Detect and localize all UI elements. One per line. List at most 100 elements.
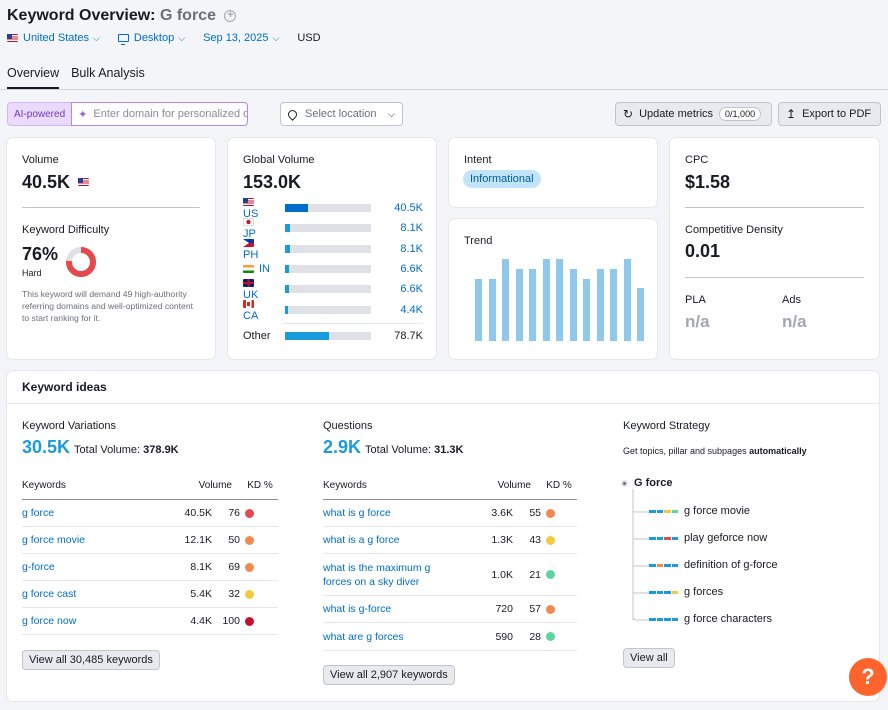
keyword-volume: 720 bbox=[495, 603, 513, 615]
gv-row-ph: PH 8.1K bbox=[243, 238, 423, 261]
device-filter[interactable]: Desktop ⌵ bbox=[117, 32, 185, 45]
pla-value: n/a bbox=[685, 312, 710, 331]
us-flag-icon bbox=[243, 198, 254, 206]
kd-donut-arc bbox=[66, 247, 96, 277]
keyword-link[interactable]: g-force bbox=[22, 561, 55, 573]
jp-flag-icon bbox=[243, 218, 254, 227]
keyword-link[interactable]: what is g-force bbox=[323, 603, 392, 615]
strategy-bar-segment bbox=[649, 536, 656, 540]
strategy-bar-segment bbox=[671, 536, 678, 540]
gv-country-in[interactable]: IN bbox=[243, 263, 271, 275]
gv-country-ph[interactable]: PH bbox=[243, 237, 271, 261]
col-kd: KD % bbox=[247, 480, 273, 491]
keyword-kd: 69 bbox=[212, 561, 258, 573]
strategy-bar-segment bbox=[656, 617, 663, 621]
kd-value: 76 bbox=[228, 507, 240, 519]
kd-value: 57 bbox=[529, 603, 541, 615]
ai-domain-group: AI-powered ✦ Enter domain for personaliz… bbox=[7, 102, 249, 126]
keyword-link[interactable]: what is the maximum g forces on a sky di… bbox=[323, 561, 431, 588]
ca-flag-icon bbox=[243, 299, 254, 308]
gv-bar-fill bbox=[285, 204, 308, 212]
export-pdf-button[interactable]: ↥ Export to PDF bbox=[778, 102, 881, 126]
view-all-variations-button[interactable]: View all 30,485 keywords bbox=[22, 650, 160, 670]
in-flag-icon bbox=[243, 264, 254, 273]
intent-label: Intent bbox=[464, 154, 492, 166]
gv-other-bar bbox=[285, 332, 371, 340]
variations-table: Keywords Volume KD % g force 40.5K 76 g for… bbox=[22, 472, 278, 635]
desktop-icon bbox=[117, 34, 129, 45]
keyword-link[interactable]: g force bbox=[22, 507, 55, 519]
variations-total-label: Total Volume: bbox=[74, 444, 141, 456]
strategy-bar-segment bbox=[649, 617, 656, 621]
keyword-volume: 40.5K bbox=[184, 507, 212, 519]
keyword-link[interactable]: what is g force bbox=[323, 507, 391, 519]
domain-input[interactable]: ✦ Enter domain for personalized data bbox=[71, 102, 249, 126]
kd-dot-icon bbox=[245, 508, 254, 518]
tab-bulk-analysis[interactable]: Bulk Analysis bbox=[71, 66, 145, 80]
strategy-item[interactable]: g forces bbox=[649, 586, 723, 598]
strategy-subtitle: Get topics, pillar and subpages bbox=[623, 446, 747, 456]
volume-value: 40.5K bbox=[22, 172, 71, 192]
keyword-link[interactable]: g force now bbox=[22, 615, 77, 627]
refresh-icon: ↻ bbox=[623, 107, 634, 121]
strategy-item[interactable]: play geforce now bbox=[649, 532, 767, 544]
date-filter[interactable]: Sep 13, 2025 ⌵ bbox=[203, 32, 279, 44]
keyword-link[interactable]: what is a g force bbox=[323, 534, 400, 546]
export-icon: ↥ bbox=[786, 107, 797, 121]
country-filter[interactable]: United States ⌵ bbox=[7, 32, 100, 44]
kd-level: Hard bbox=[22, 268, 42, 278]
keyword-volume: 1.0K bbox=[491, 568, 513, 581]
trend-bar bbox=[610, 269, 617, 341]
view-all-strategy-button[interactable]: View all bbox=[623, 648, 675, 668]
keyword-volume: 4.4K bbox=[190, 615, 212, 627]
strategy-bar-icon bbox=[649, 563, 679, 567]
gv-country-uk[interactable]: UK bbox=[243, 277, 271, 301]
trend-bar bbox=[569, 269, 577, 341]
gv-code: IN bbox=[259, 262, 270, 275]
questions-count[interactable]: 2.9K bbox=[323, 437, 362, 457]
device-label: Desktop bbox=[133, 32, 175, 44]
table-row: what is g-force 720 57 bbox=[323, 596, 577, 623]
trend-bar bbox=[596, 269, 604, 341]
trend-bar bbox=[542, 259, 550, 341]
gv-bar bbox=[285, 285, 371, 294]
strategy-item[interactable]: definition of g-force bbox=[649, 559, 778, 571]
gv-row-ca: CA 4.4K bbox=[243, 299, 423, 322]
gv-country-ca[interactable]: CA bbox=[243, 298, 271, 322]
keyword-link[interactable]: g force movie bbox=[22, 534, 86, 546]
strategy-item[interactable]: g force movie bbox=[649, 505, 750, 517]
title-prefix: Keyword Overview: bbox=[7, 7, 156, 24]
ads-label: Ads bbox=[782, 294, 801, 306]
table-row: what are g forces 590 28 bbox=[323, 623, 577, 651]
kd-dot-icon bbox=[546, 604, 555, 614]
col-kd: KD % bbox=[546, 480, 572, 491]
table-row: g force now 4.4K 100 bbox=[22, 608, 278, 635]
view-all-questions-button[interactable]: View all 2,907 keywords bbox=[323, 665, 455, 685]
strategy-bar-segment bbox=[671, 509, 678, 513]
keyword-link[interactable]: g force cast bbox=[22, 588, 77, 600]
variations-total-value: 378.9K bbox=[143, 444, 179, 456]
trend-card: Trend bbox=[449, 219, 657, 359]
add-to-list-icon[interactable]: + bbox=[224, 10, 237, 22]
gv-country-us[interactable]: US bbox=[243, 196, 271, 220]
volume-card: Volume 40.5K Keyword Difficulty 76% Hard… bbox=[7, 138, 215, 359]
variations-count[interactable]: 30.5K bbox=[22, 437, 71, 457]
strategy-bar-segment bbox=[656, 509, 663, 513]
gv-value: 6.6K bbox=[400, 262, 423, 275]
help-button[interactable]: ? bbox=[849, 658, 887, 696]
intent-card: Intent Informational bbox=[449, 138, 657, 207]
keyword-link[interactable]: what are g forces bbox=[323, 630, 404, 643]
kd-value: 43 bbox=[529, 534, 541, 546]
strategy-item-label: play geforce now bbox=[684, 532, 768, 544]
tab-overview[interactable]: Overview bbox=[7, 66, 60, 89]
location-select[interactable]: Select location ⌵ bbox=[280, 102, 403, 126]
col-keywords: Keywords bbox=[323, 480, 367, 491]
gv-country-jp[interactable]: JP bbox=[243, 216, 271, 240]
strategy-bar-segment bbox=[656, 563, 663, 567]
strategy-item[interactable]: g force characters bbox=[649, 613, 772, 625]
gv-row-other: Other 78.7K bbox=[243, 329, 423, 343]
keyword-kd: 32 bbox=[212, 588, 258, 600]
strategy-bar-segment bbox=[664, 509, 671, 513]
strategy-bar-segment bbox=[664, 563, 671, 567]
update-metrics-button[interactable]: ↻ Update metrics 0/1,000 bbox=[615, 102, 772, 126]
